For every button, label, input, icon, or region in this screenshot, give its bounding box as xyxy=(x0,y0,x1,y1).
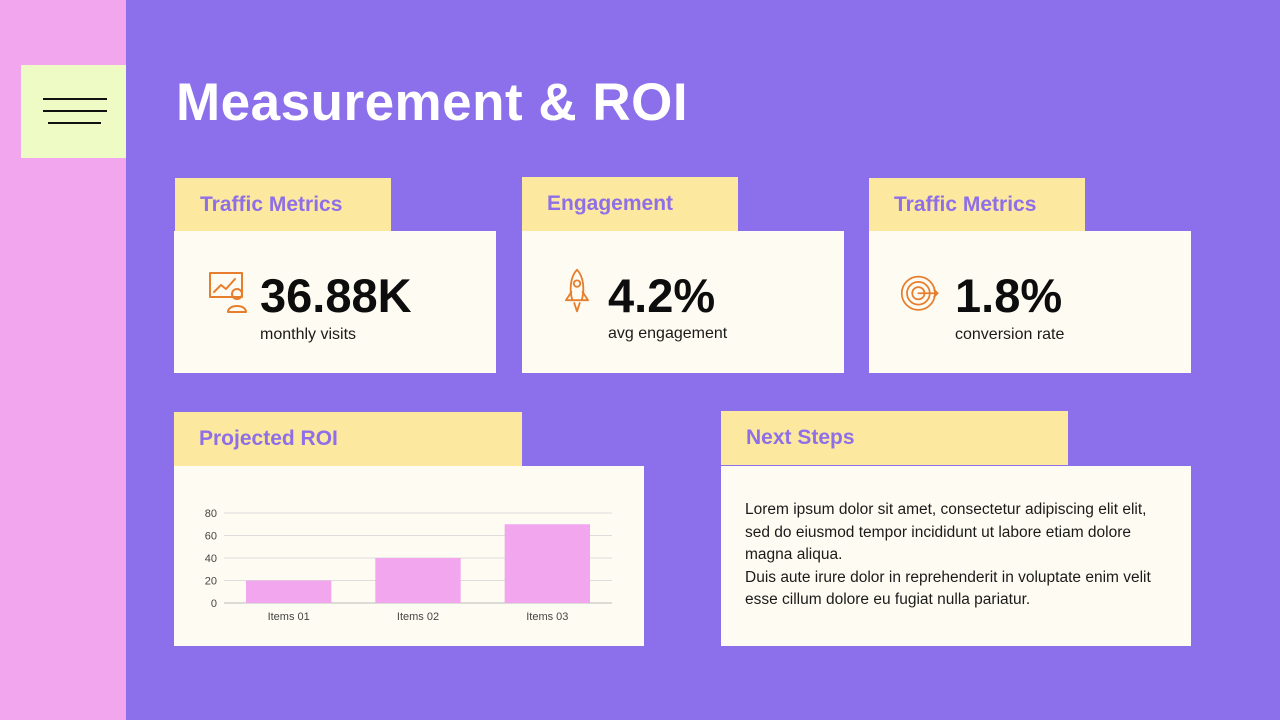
metric-tab-engagement: Engagement xyxy=(522,177,738,231)
slide-title: Measurement & ROI xyxy=(176,73,689,132)
chart-x-tick-label: Items 02 xyxy=(397,611,439,623)
next-steps-paragraph: Lorem ipsum dolor sit amet, consectetur … xyxy=(745,501,1147,563)
roi-tab-label: Projected ROI xyxy=(199,427,338,450)
next-steps-text: Lorem ipsum dolor sit amet, consectetur … xyxy=(745,499,1175,612)
metric-card-conversion: 1.8% conversion rate xyxy=(869,231,1191,373)
presentation-chart-icon xyxy=(209,272,247,313)
target-icon xyxy=(900,275,939,311)
chart-bar xyxy=(504,524,591,603)
menu-button[interactable] xyxy=(21,65,126,158)
chart-y-tick-label: 80 xyxy=(205,508,217,520)
chart-y-tick-label: 0 xyxy=(211,598,217,610)
roi-tab: Projected ROI xyxy=(174,412,522,466)
metric-value: 1.8% xyxy=(955,269,1063,322)
metric-value: 4.2% xyxy=(608,269,716,322)
next-steps-paragraph: Duis aute irure dolor in reprehenderit i… xyxy=(745,568,1151,609)
next-steps-tab: Next Steps xyxy=(721,411,1068,465)
chart-x-tick-label: Items 03 xyxy=(526,611,568,623)
menu-line-icon xyxy=(43,110,107,112)
metric-label: avg engagement xyxy=(608,325,728,342)
chart-y-tick-label: 60 xyxy=(205,531,217,543)
chart-y-tick-label: 20 xyxy=(205,576,217,588)
metric-card-engagement: 4.2% avg engagement xyxy=(522,231,844,373)
metric-tab-label: Engagement xyxy=(547,192,674,215)
roi-card: 0 20 40 60 80 Items 01 Items 02 Items 03 xyxy=(174,466,644,646)
metric-tab-label: Traffic Metrics xyxy=(894,193,1037,216)
next-steps-card: Lorem ipsum dolor sit amet, consectetur … xyxy=(721,466,1191,646)
next-steps-tab-label: Next Steps xyxy=(746,426,855,449)
metric-value: 36.88K xyxy=(260,269,412,322)
chart-bar xyxy=(245,580,332,603)
chart-bar xyxy=(375,558,461,603)
metric-label: monthly visits xyxy=(260,326,357,343)
rocket-icon xyxy=(565,268,589,313)
menu-line-icon xyxy=(43,98,107,100)
chart-x-tick-label: Items 01 xyxy=(268,611,310,623)
metric-label: conversion rate xyxy=(955,326,1065,343)
metric-tab-conversion: Traffic Metrics xyxy=(869,178,1085,232)
menu-line-icon xyxy=(48,122,101,124)
chart-y-tick-label: 40 xyxy=(205,553,217,565)
metric-tab-traffic: Traffic Metrics xyxy=(175,178,391,232)
roi-bar-chart: 0 20 40 60 80 Items 01 Items 02 Items 03 xyxy=(205,508,612,623)
metric-card-visits: 36.88K monthly visits xyxy=(174,231,496,373)
metric-tab-label: Traffic Metrics xyxy=(200,193,343,216)
